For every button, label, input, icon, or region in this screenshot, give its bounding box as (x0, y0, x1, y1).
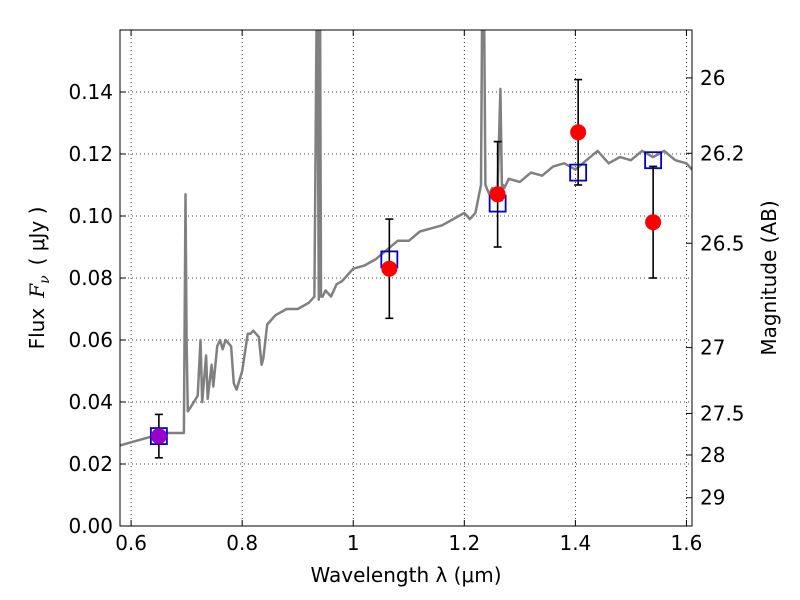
y2-axis-label: Magnitude (AB) (757, 200, 781, 355)
x-tick-label: 0.6 (115, 531, 147, 555)
x-tick-label: 1 (347, 531, 360, 555)
y-axis-label: Flux Fν ( μJy ) (25, 207, 53, 350)
x-tick-label: 0.8 (226, 531, 258, 555)
y-axis-label-prefix: Flux (25, 308, 49, 350)
y-axis-label-unit: ( μJy ) (25, 207, 49, 266)
y-tick-label: 0.06 (68, 328, 113, 352)
x-tick-label: 1.6 (671, 531, 703, 555)
x-tick-label: 1.2 (448, 531, 480, 555)
y-tick-label: 0.00 (68, 514, 113, 538)
observed-flux-point (645, 214, 662, 231)
observed-flux-point (489, 186, 506, 203)
x-axis-label: Wavelength λ (μm) (310, 563, 501, 587)
model-spectrum-line (120, 30, 692, 447)
plot-area (120, 30, 692, 459)
y-tick-label: 0.02 (68, 452, 113, 476)
y-axis-label-symbol: F (25, 283, 49, 299)
y2-tick-label: 26.2 (700, 141, 745, 165)
grid (120, 30, 692, 526)
observed-flux-point (150, 428, 167, 445)
y-tick-label: 0.08 (68, 266, 113, 290)
x-tick-label: 1.4 (559, 531, 591, 555)
y2-tick-label: 26.5 (700, 231, 745, 255)
y-tick-label: 0.12 (68, 142, 113, 166)
observed-flux-point (570, 124, 587, 141)
y2-tick-label: 27.5 (700, 401, 745, 425)
y2-tick-label: 28 (700, 443, 725, 467)
y2-tick-label: 26 (700, 66, 725, 90)
y-tick-label: 0.04 (68, 390, 113, 414)
observed-flux-point (381, 260, 398, 277)
axis-ticks: 0.6 0.8 1 1.2 1.4 1.6 0.00 0.02 0.04 0.06 0.08 0.10… (68, 30, 745, 555)
y-tick-label: 0.14 (68, 80, 113, 104)
y-axis-label-subscript: ν (37, 275, 53, 284)
y-tick-label: 0.10 (68, 204, 113, 228)
y2-tick-label: 29 (700, 486, 725, 510)
y2-tick-label: 27 (700, 336, 725, 360)
